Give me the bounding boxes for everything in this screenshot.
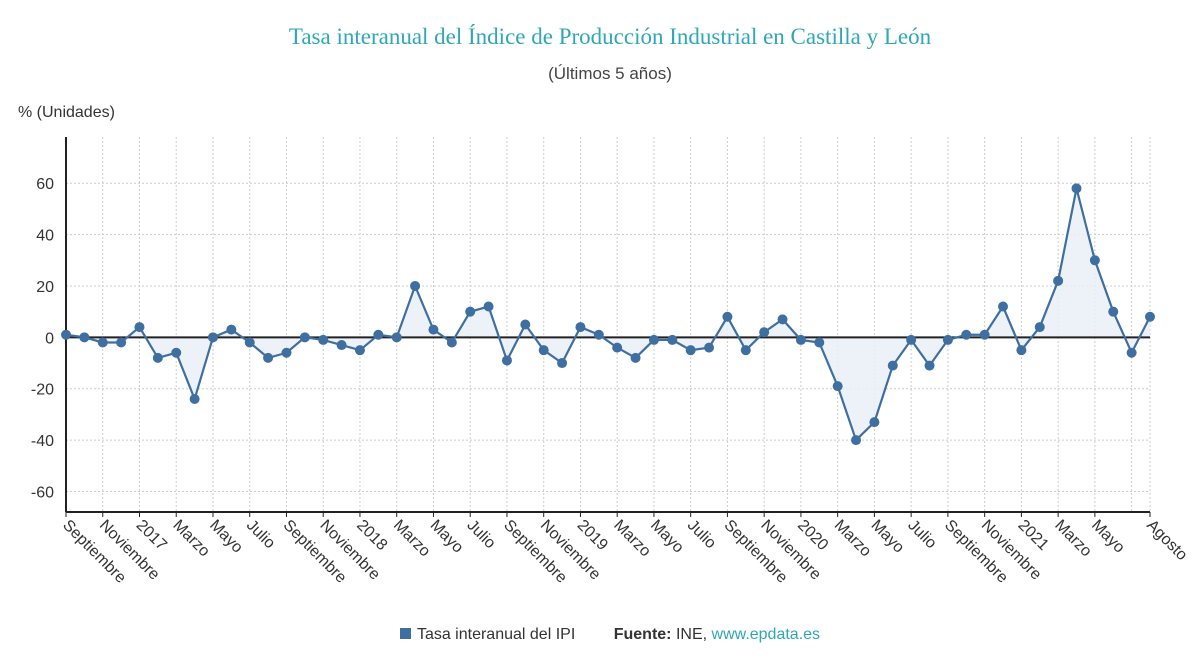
data-point: [189, 393, 200, 404]
data-point: [61, 329, 71, 340]
legend: Tasa interanual del IPI Fuente: INE, www…: [0, 626, 1200, 644]
x-tick-label: Julio: [463, 517, 498, 552]
data-point: [373, 329, 384, 340]
data-point: [1034, 322, 1045, 333]
data-point: [1053, 275, 1064, 286]
x-tick-label: Mayo: [647, 517, 687, 557]
x-tick-label: Mayo: [427, 517, 467, 557]
data-point: [795, 334, 806, 345]
data-point: [1108, 306, 1119, 317]
data-point: [446, 337, 457, 348]
data-point: [648, 334, 659, 345]
x-tick-label: Julio: [243, 517, 278, 552]
data-point: [318, 334, 329, 345]
data-point: [354, 345, 365, 356]
data-point: [226, 324, 237, 335]
y-tick-label: -40: [31, 433, 54, 450]
y-axis-label: % (Unidades): [18, 104, 115, 121]
data-point: [116, 337, 127, 348]
data-point: [630, 352, 641, 363]
legend-item[interactable]: Tasa interanual del IPI: [399, 626, 576, 643]
data-point: [336, 340, 347, 351]
data-point: [281, 347, 292, 358]
data-point: [1071, 183, 1082, 194]
data-point: [1126, 347, 1137, 358]
data-point: [998, 301, 1009, 312]
x-tick-label: Mayo: [1088, 517, 1128, 557]
data-point: [777, 314, 788, 325]
x-tick-label: Marzo: [1051, 517, 1095, 561]
data-point: [869, 417, 880, 428]
data-point: [501, 355, 512, 366]
data-point: [263, 352, 274, 363]
data-point: [961, 329, 972, 340]
x-tick-label: Marzo: [610, 517, 654, 561]
y-tick-label: -20: [31, 382, 54, 399]
area-fill: [66, 188, 1150, 441]
x-tick-label: Julio: [684, 517, 719, 552]
y-tick-label: -60: [31, 484, 54, 501]
data-point: [887, 360, 898, 371]
chart-title: Tasa interanual del Índice de Producción…: [288, 24, 932, 49]
data-point: [520, 319, 531, 330]
x-tick-label: Julio: [904, 517, 939, 552]
series-line: [65, 188, 1151, 443]
y-tick-label: 0: [45, 330, 54, 347]
data-point: [1145, 311, 1155, 322]
legend-swatch: [399, 628, 411, 639]
x-tick-label: Mayo: [206, 517, 246, 557]
data-point: [667, 334, 678, 345]
source-link[interactable]: www.epdata.es: [711, 626, 821, 643]
x-tick-label: Mayo: [868, 517, 908, 557]
data-point: [851, 435, 862, 446]
data-point: [410, 280, 421, 291]
data-point: [814, 337, 825, 348]
y-tick-label: 20: [36, 279, 54, 296]
data-point: [924, 360, 935, 371]
y-tick-label: 40: [36, 228, 54, 245]
data-point: [906, 334, 917, 345]
x-tick-label: Agosto: [1143, 517, 1190, 564]
x-tick-label: Marzo: [831, 517, 875, 561]
data-point: [465, 306, 476, 317]
data-point: [299, 332, 310, 343]
data-point: [152, 352, 163, 363]
data-point: [612, 342, 623, 353]
data-point: [97, 337, 108, 348]
data-point: [979, 329, 990, 340]
data-point: [704, 342, 715, 353]
data-point: [244, 337, 255, 348]
data-point: [171, 347, 182, 358]
data-point: [428, 324, 439, 335]
data-point: [483, 301, 494, 312]
data-point: [1016, 345, 1027, 356]
legend-label: Tasa interanual del IPI: [416, 626, 576, 643]
source-label: Fuente:: [613, 626, 672, 643]
x-tick-label: Marzo: [390, 517, 434, 561]
data-point: [593, 329, 604, 340]
data-point: [575, 322, 586, 333]
data-point: [832, 381, 843, 392]
data-point: [391, 332, 402, 343]
source-text: INE,: [675, 626, 708, 643]
y-tick-label: 60: [36, 176, 54, 193]
source: Fuente: INE, www.epdata.es: [614, 626, 820, 643]
chart-subtitle: (Últimos 5 años): [548, 64, 672, 83]
data-point: [134, 322, 145, 333]
x-tick-label: Marzo: [169, 517, 213, 561]
data-point: [722, 311, 733, 322]
data-point: [538, 345, 549, 356]
data-point: [759, 327, 770, 338]
data-point: [740, 345, 751, 356]
data-point: [942, 334, 953, 345]
data-point: [207, 332, 218, 343]
data-point: [1089, 255, 1100, 266]
data-point: [557, 358, 568, 369]
data-point: [685, 345, 696, 356]
data-point: [79, 332, 90, 343]
